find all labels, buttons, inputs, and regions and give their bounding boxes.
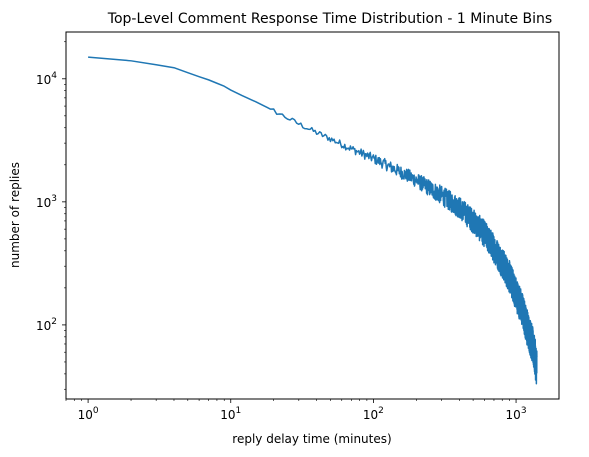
x-tick-label: 100 — [78, 406, 99, 422]
x-tick-label: 101 — [220, 406, 241, 422]
chart-title: Top-Level Comment Response Time Distribu… — [107, 11, 552, 27]
series-line-0 — [88, 56, 538, 385]
x-axis-title: reply delay time (minutes) — [232, 432, 391, 446]
x-tick-label: 103 — [506, 406, 527, 422]
y-tick-label: 103 — [36, 194, 57, 210]
y-tick-label: 102 — [36, 317, 57, 333]
y-axis-title: number of replies — [8, 162, 22, 268]
y-tick-label: 104 — [36, 71, 57, 87]
x-tick-label: 102 — [363, 406, 384, 422]
plot-frame — [65, 31, 560, 400]
axis-ticks: 100 101 102 103 102 103 104 — [36, 41, 527, 422]
plot-area — [88, 56, 538, 385]
